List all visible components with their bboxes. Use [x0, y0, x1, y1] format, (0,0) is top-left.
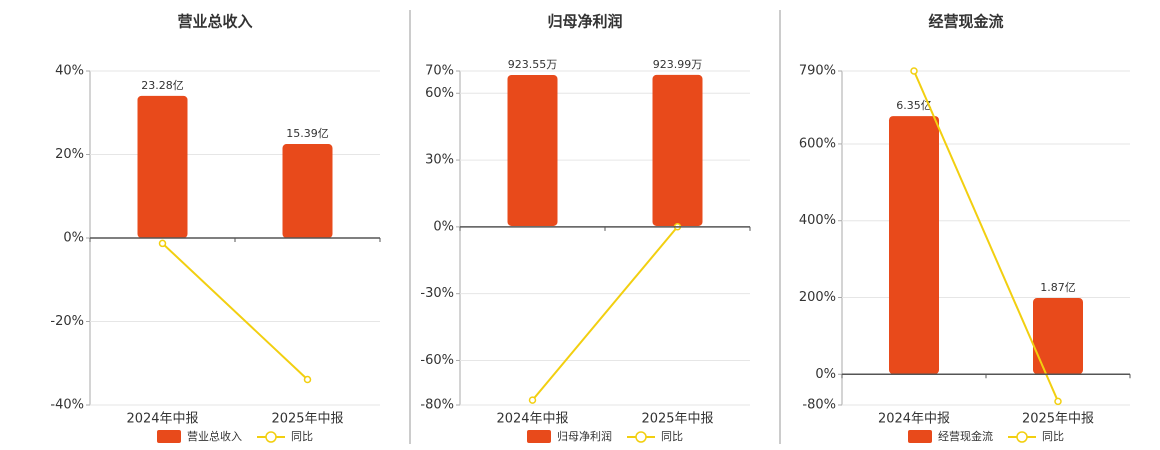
- legend-swatch: [635, 431, 647, 443]
- y-tick-label: -80%: [802, 398, 836, 413]
- value-label: 1.87亿: [1040, 281, 1076, 294]
- legend-label: 营业总收入: [187, 429, 242, 443]
- line-point: [1054, 397, 1062, 406]
- bar: [652, 74, 703, 226]
- value-label: 923.55万: [508, 58, 558, 71]
- bar: [137, 95, 188, 238]
- y-tick-label: 400%: [799, 213, 836, 228]
- x-tick-label: 2024年中报: [878, 412, 950, 427]
- line-point: [910, 67, 918, 75]
- y-tick-label: -40%: [50, 398, 84, 413]
- line: [531, 226, 679, 401]
- y-tick-label: 200%: [799, 290, 836, 305]
- legend-label: 归母净利润: [557, 429, 612, 443]
- line: [161, 242, 309, 381]
- legend-label: 同比: [661, 430, 683, 443]
- y-tick-label: 60%: [425, 86, 454, 101]
- y-tick-label: 30%: [425, 153, 454, 168]
- line-point: [528, 396, 537, 404]
- chart-title: 归母净利润: [547, 13, 622, 31]
- y-tick-label: 40%: [55, 64, 84, 79]
- y-tick-label: 0%: [63, 231, 84, 246]
- y-tick-label: 0%: [815, 367, 836, 382]
- y-tick-label: -80%: [420, 398, 454, 413]
- y-tick-label: 20%: [55, 147, 84, 162]
- y-tick-label: -60%: [420, 353, 454, 368]
- x-tick-label: 2024年中报: [496, 412, 568, 427]
- x-tick-label: 2024年中报: [126, 412, 198, 427]
- legend-label: 经营现金流: [938, 429, 993, 443]
- legend-swatch: [527, 430, 551, 443]
- legend-swatch: [1016, 431, 1028, 443]
- line-point: [303, 375, 312, 384]
- y-tick-label: -30%: [420, 286, 454, 301]
- value-label: 6.35亿: [896, 99, 932, 112]
- x-tick-label: 2025年中报: [641, 412, 713, 427]
- value-label: 15.39亿: [286, 127, 329, 140]
- legend-swatch: [157, 430, 181, 443]
- y-tick-label: -20%: [50, 314, 84, 329]
- line-point: [158, 239, 167, 248]
- value-label: 923.99万: [653, 58, 703, 71]
- x-tick-label: 2025年中报: [271, 412, 343, 427]
- y-tick-label: 0%: [433, 219, 454, 234]
- legend-label: 同比: [1042, 430, 1064, 443]
- bar: [507, 74, 558, 226]
- y-tick-label: 70%: [425, 64, 454, 79]
- legend-swatch: [908, 430, 932, 443]
- chart-title: 经营现金流: [928, 13, 1003, 31]
- bar: [889, 116, 939, 375]
- legend-label: 同比: [291, 430, 313, 443]
- legend-swatch: [265, 431, 277, 443]
- chart-title: 营业总收入: [177, 13, 252, 31]
- line: [913, 70, 1059, 402]
- x-tick-label: 2025年中报: [1022, 412, 1094, 427]
- y-tick-label: 790%: [799, 64, 836, 79]
- y-tick-label: 600%: [799, 136, 836, 151]
- bar: [282, 144, 333, 238]
- bar: [1033, 298, 1083, 375]
- value-label: 23.28亿: [141, 79, 184, 92]
